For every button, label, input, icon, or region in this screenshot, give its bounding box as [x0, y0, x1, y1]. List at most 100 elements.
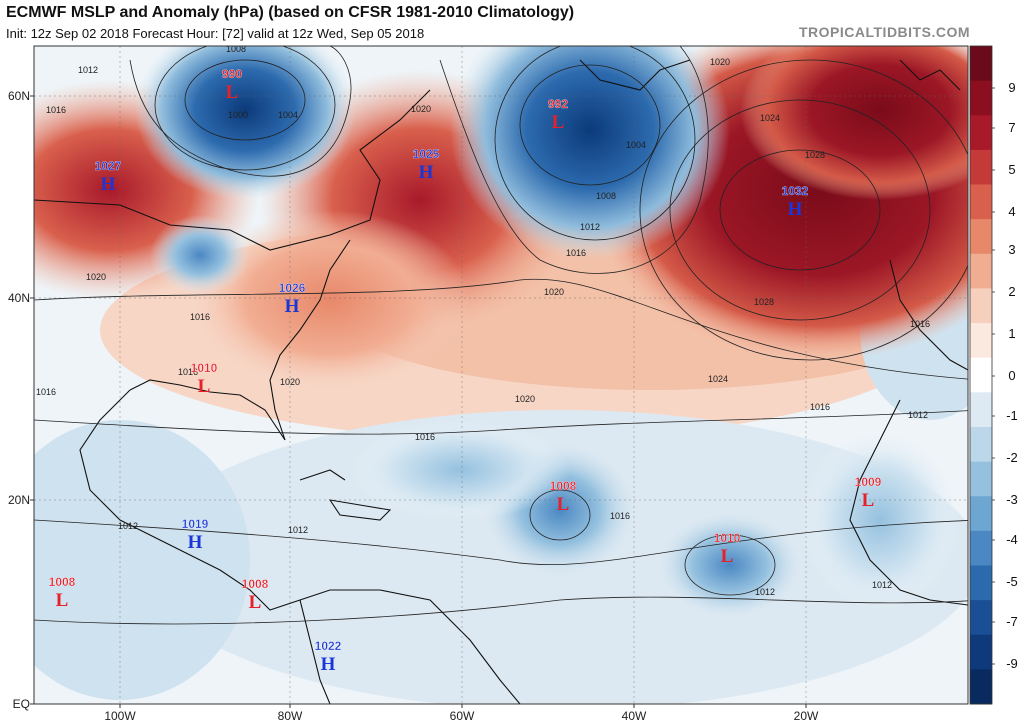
isobar-label: 1016 — [610, 511, 630, 521]
colorbar-label: 5 — [1008, 162, 1015, 177]
colorbar-segment — [970, 253, 992, 289]
isobar-label: 1024 — [760, 113, 780, 123]
center-pressure-value: 1022 — [315, 639, 342, 653]
latitude-label: 40N — [8, 291, 30, 305]
colorbar-label: -9 — [1006, 656, 1018, 671]
colorbar-label: 0 — [1008, 368, 1015, 383]
chart-title: ECMWF MSLP and Anomaly (hPa) (based on C… — [6, 4, 575, 21]
center-letter: H — [101, 174, 116, 195]
isobar-label: 1016 — [190, 312, 210, 322]
longitude-label: 80W — [278, 709, 303, 723]
isobar-label: 1012 — [78, 65, 98, 75]
center-pressure-value: 1027 — [95, 159, 122, 173]
isobar-label: 1016 — [36, 387, 56, 397]
center-pressure-value: 1026 — [279, 281, 306, 295]
isobar-label: 1008 — [596, 191, 616, 201]
colorbar-segment — [970, 496, 992, 532]
isobar-label: 1028 — [754, 297, 774, 307]
colorbar-label: 1 — [1008, 326, 1015, 341]
isobar-label: 1020 — [411, 104, 431, 114]
colorbar-label: -4 — [1006, 532, 1018, 547]
isobar-label: 1024 — [708, 374, 728, 384]
center-letter: L — [249, 592, 262, 613]
center-pressure-value: 1008 — [550, 479, 577, 493]
center-pressure-value: 1025 — [413, 147, 440, 161]
isobar-label: 1012 — [872, 580, 892, 590]
isobar-label: 1012 — [755, 587, 775, 597]
longitude-label: 40W — [622, 709, 647, 723]
isobar-label: 1016 — [566, 248, 586, 258]
center-pressure-value: 990 — [222, 67, 242, 81]
isobar-label: 1016 — [415, 432, 435, 442]
isobar-label: 1016 — [910, 319, 930, 329]
center-pressure-value: 1032 — [782, 184, 809, 198]
center-pressure-value: 1008 — [49, 575, 76, 589]
center-pressure-value: 1019 — [182, 517, 209, 531]
isobar-label: 1020 — [515, 394, 535, 404]
center-letter: L — [862, 490, 875, 511]
colorbar-label: -7 — [1006, 614, 1018, 629]
center-letter: L — [198, 376, 211, 397]
isobar-label: 1012 — [118, 521, 138, 531]
isobar-label: 1012 — [580, 222, 600, 232]
center-pressure-value: 1008 — [242, 577, 269, 591]
center-letter: H — [285, 296, 300, 317]
longitude-label: 60W — [450, 709, 475, 723]
latitude-label: 20N — [8, 493, 30, 507]
center-letter: L — [56, 590, 69, 611]
colorbar-label: 7 — [1008, 120, 1015, 135]
colorbar-segment — [970, 288, 992, 324]
colorbar-label: -2 — [1006, 450, 1018, 465]
colorbar-segment — [970, 600, 992, 636]
map-frame — [33, 45, 969, 705]
coastlines — [34, 59, 968, 704]
longitude-label: 20W — [794, 709, 819, 723]
center-pressure-value: 1010 — [191, 361, 218, 375]
colorbar-segment — [970, 461, 992, 497]
brand-watermark: TROPICALTIDBITS.COM — [798, 24, 970, 40]
center-letter: H — [321, 654, 336, 675]
center-letter: H — [788, 199, 803, 220]
colorbar-segment — [970, 46, 992, 82]
isobar-label: 1020 — [544, 287, 564, 297]
center-letter: L — [557, 494, 570, 515]
longitude-label: 100W — [104, 709, 136, 723]
isobar-label: 1004 — [626, 140, 646, 150]
colorbar-label: -1 — [1006, 408, 1018, 423]
colorbar-label: -5 — [1006, 574, 1018, 589]
center-letter: H — [188, 532, 203, 553]
isobar-label: 1000 — [228, 110, 248, 120]
isobar-label: 1016 — [46, 105, 66, 115]
colorbar-label: 2 — [1008, 284, 1015, 299]
pressure-centers: 990L992L1027H1025H1032H1026H1010L1008L10… — [48, 67, 882, 675]
center-pressure-value: 1009 — [855, 475, 882, 489]
colorbar-label: -3 — [1006, 492, 1018, 507]
isobar-label: 1020 — [86, 272, 106, 282]
graticule — [34, 46, 968, 704]
colorbar-label: 3 — [1008, 242, 1015, 257]
center-pressure-value: 992 — [548, 97, 568, 111]
isobar-label: 1004 — [278, 110, 298, 120]
colorbar-segment — [970, 426, 992, 463]
latitude-labels: 60N 40N 20N EQ — [8, 89, 34, 711]
isobar-label: 1020 — [280, 377, 300, 387]
colorbar-segment — [970, 530, 992, 566]
center-letter: L — [721, 546, 734, 567]
isobar-label: 1028 — [805, 150, 825, 160]
chart-subtitle: Init: 12z Sep 02 2018 Forecast Hour: [72… — [6, 26, 425, 41]
colorbar-segment — [970, 357, 992, 393]
